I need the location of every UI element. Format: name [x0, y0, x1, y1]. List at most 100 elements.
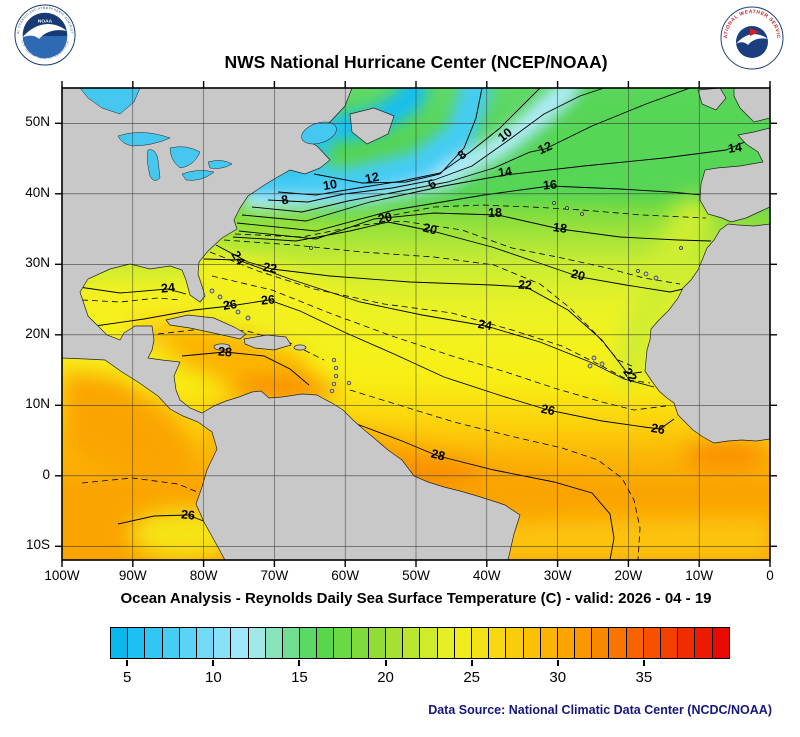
- colorbar-cell: [642, 628, 660, 658]
- contour-label: 14: [727, 140, 743, 156]
- lon-tick-label: 40W: [472, 568, 501, 583]
- colorbar-cell: [299, 628, 317, 658]
- land-americas: [62, 88, 521, 560]
- contour-label: 12: [536, 139, 555, 158]
- contour-label: 24: [477, 317, 493, 333]
- colorbar-tick-label: 10: [204, 669, 222, 686]
- colorbar-cell: [419, 628, 437, 658]
- colorbar-tick-label: 20: [377, 669, 394, 686]
- lake-superior: [117, 132, 171, 147]
- land-hispaniola: [243, 334, 292, 351]
- lat-tick-label: 50N: [25, 114, 50, 130]
- land-iberia-france: [699, 127, 770, 223]
- colorbar-cell: [591, 628, 609, 658]
- contour-label: 18: [488, 206, 502, 220]
- land-bermuda: [309, 246, 313, 250]
- nws-flag-icon: [750, 28, 759, 36]
- lon-tick-label: 30W: [543, 568, 572, 583]
- contour-label: 26: [260, 292, 275, 307]
- colorbar-cell: [660, 628, 678, 658]
- noaa-emblem-ocean: [22, 35, 68, 59]
- colorbar-cell: [111, 628, 128, 658]
- colorbar-tick-label: 35: [635, 669, 653, 686]
- lon-tick-label: 50W: [402, 568, 430, 583]
- contour-label: 26: [222, 297, 238, 313]
- contour-label: 26: [650, 421, 666, 437]
- colorbar-tick-label: 5: [123, 669, 132, 686]
- map-svg: 6881010121214141618182020202222222424242…: [55, 81, 777, 567]
- lon-tick-label: 100W: [44, 568, 80, 583]
- axis-ticks: [55, 81, 777, 567]
- lon-tick-label: 80W: [189, 568, 218, 583]
- lon-tick-label: 0: [766, 568, 774, 583]
- lat-tick-label: 40N: [25, 184, 50, 200]
- lat-tick-label: 30N: [25, 255, 50, 271]
- contour-label: 10: [495, 125, 515, 145]
- colorbar-cell: [316, 628, 334, 658]
- colorbar-cell: [539, 628, 557, 658]
- contour-label: 8: [280, 192, 290, 207]
- land-cuba: [165, 314, 247, 340]
- contour-label: 26: [540, 402, 557, 419]
- colorbar-cell: [247, 628, 265, 658]
- contour-label: 22: [620, 365, 639, 384]
- colorbar-cell: [385, 628, 403, 658]
- contour-label: 28: [217, 344, 232, 359]
- colorbar-tick: [126, 660, 129, 666]
- grid-layer: [62, 88, 770, 560]
- inland-water-layer: [79, 88, 337, 181]
- colorbar-cell: [264, 628, 282, 658]
- land-puerto-rico: [293, 344, 307, 351]
- colorbar-cell: [195, 628, 214, 658]
- lon-tick-label: 20W: [614, 568, 643, 583]
- colorbar-cell: [711, 628, 729, 658]
- contour-label: 24: [160, 280, 175, 295]
- page-title: NWS National Hurricane Center (NCEP/NOAA…: [224, 52, 608, 72]
- hudson-bay: [79, 88, 141, 115]
- lake-huron: [169, 146, 201, 169]
- colorbar-tick-label: 15: [291, 669, 308, 686]
- noaa-logo: NATIONAL OCEANIC AND ATMOSPHERIC ADMINIS…: [14, 4, 76, 66]
- sst-field-north: [244, 88, 770, 214]
- land-cape-verde: [587, 355, 605, 369]
- colorbar-cells: [111, 628, 729, 658]
- noaa-seagull-icon: [22, 23, 68, 39]
- colorbar-cell: [505, 628, 523, 658]
- colorbar-tick: [212, 660, 215, 666]
- colorbar-cell: [144, 628, 162, 658]
- colorbar-tick: [298, 660, 301, 666]
- colorbar-cell: [677, 628, 695, 658]
- land-africa: [644, 223, 770, 444]
- land-lesser-antilles: [329, 357, 352, 394]
- contour-label: 22: [262, 260, 278, 276]
- land-newfoundland: [349, 107, 395, 145]
- contour-label: 20: [421, 220, 438, 237]
- land-britain: [733, 88, 770, 123]
- contour-label: 18: [552, 220, 568, 236]
- nws-emblem-disc: [736, 26, 768, 58]
- sst-analysis-map: 6 8 8 10 10 12 12 14 14 16 18 18 20 20 20 22 22 22 24 24 24 2…: [55, 81, 777, 567]
- lat-tick-label: 20N: [25, 325, 50, 341]
- lon-tick-label: 10W: [685, 568, 714, 583]
- lat-tick-label: 10N: [25, 396, 50, 412]
- contour-label: 20: [377, 210, 394, 227]
- colorbar-cell: [161, 628, 179, 658]
- contour-label: 16: [542, 177, 557, 192]
- noaa-wordmark: NOAA: [38, 18, 53, 24]
- lon-tick-label: 70W: [260, 568, 289, 583]
- colorbar-cell: [350, 628, 368, 658]
- colorbar-tick: [556, 660, 559, 666]
- lon-tick-label: 90W: [118, 568, 147, 583]
- colorbar-tick: [384, 660, 387, 666]
- land-canary-islands: [636, 246, 683, 281]
- isotherms-solid: [78, 88, 755, 560]
- contour-label: 26: [180, 507, 195, 522]
- colorbar-cell: [333, 628, 351, 658]
- colorbar-cell: [367, 628, 385, 658]
- nws-seagull-icon: [736, 34, 768, 45]
- map-caption: Ocean Analysis - Reynolds Daily Sea Surf…: [120, 590, 712, 607]
- contour-label: 12: [364, 170, 381, 187]
- colorbar-cell: [230, 628, 248, 658]
- colorbar-tick: [470, 660, 473, 666]
